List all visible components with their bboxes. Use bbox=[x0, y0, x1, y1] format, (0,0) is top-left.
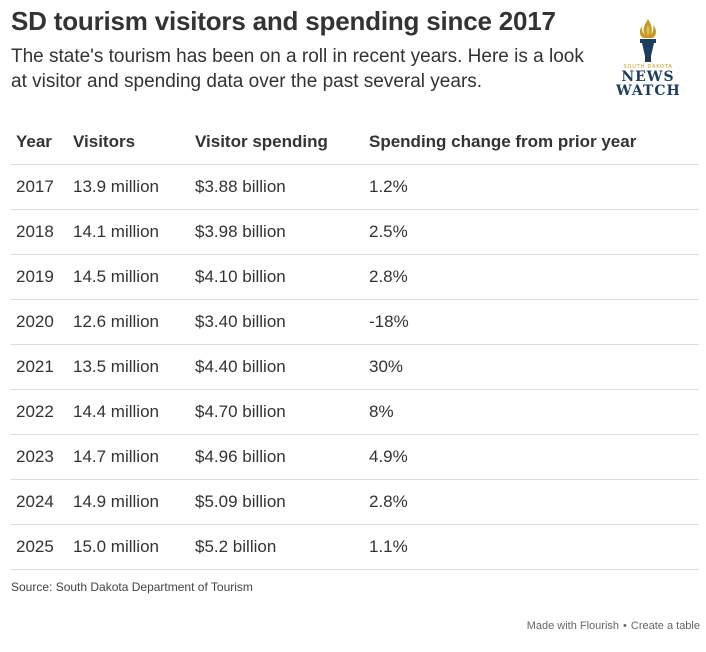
column-header-year[interactable]: Year bbox=[11, 119, 68, 165]
cell-spending-change: 1.1% bbox=[364, 524, 699, 570]
logo-state-text: SOUTH DAKOTA bbox=[623, 64, 673, 70]
cell-visitors: 12.6 million bbox=[68, 299, 190, 345]
torch-icon bbox=[639, 19, 656, 62]
cell-year: 2024 bbox=[11, 479, 68, 525]
cell-visitor-spending: $3.40 billion bbox=[190, 299, 364, 345]
footer-separator: • bbox=[623, 620, 627, 632]
column-header-visitor-spending[interactable]: Visitor spending bbox=[190, 119, 364, 165]
cell-visitors: 15.0 million bbox=[68, 524, 190, 570]
logo-watch-text: WATCH bbox=[616, 83, 681, 99]
news-watch-logo: SOUTH DAKOTA NEWS WATCH bbox=[616, 16, 680, 98]
made-with-flourish-link[interactable]: Made with Flourish bbox=[526, 620, 620, 632]
cell-year: 2017 bbox=[11, 164, 68, 210]
cell-spending-change: 2.5% bbox=[364, 209, 699, 255]
cell-year: 2023 bbox=[11, 434, 68, 480]
cell-visitors: 14.5 million bbox=[68, 254, 190, 300]
cell-visitor-spending: $4.96 billion bbox=[190, 434, 364, 480]
cell-visitor-spending: $4.70 billion bbox=[190, 389, 364, 435]
cell-visitor-spending: $3.88 billion bbox=[190, 164, 364, 210]
column-header-visitors[interactable]: Visitors bbox=[68, 119, 190, 165]
chart-subtitle: The state's tourism has been on a roll i… bbox=[11, 46, 584, 92]
cell-visitors: 14.4 million bbox=[68, 389, 190, 435]
column-header-spending-change[interactable]: Spending change from prior year bbox=[364, 119, 699, 165]
cell-visitor-spending: $3.98 billion bbox=[190, 209, 364, 255]
table-row: 2022 14.4 million $4.70 billion 8% bbox=[11, 389, 699, 435]
logo-news-text: NEWS bbox=[621, 69, 675, 85]
cell-year: 2020 bbox=[11, 299, 68, 345]
table-row: 2018 14.1 million $3.98 billion 2.5% bbox=[11, 209, 699, 255]
cell-spending-change: 2.8% bbox=[364, 479, 699, 525]
cell-visitor-spending: $5.2 billion bbox=[190, 524, 364, 570]
create-table-link[interactable]: Create a table bbox=[630, 620, 700, 632]
cell-year: 2021 bbox=[11, 344, 68, 390]
cell-year: 2019 bbox=[11, 254, 68, 300]
table-row: 2023 14.7 million $4.96 billion 4.9% bbox=[11, 434, 699, 480]
cell-visitor-spending: $4.10 billion bbox=[190, 254, 364, 300]
tourism-table: Year Visitors Visitor spending Spending … bbox=[11, 119, 699, 570]
cell-visitors: 13.9 million bbox=[68, 164, 190, 210]
cell-spending-change: 2.8% bbox=[364, 254, 699, 300]
cell-visitors: 14.7 million bbox=[68, 434, 190, 480]
cell-spending-change: 30% bbox=[364, 344, 699, 390]
table-row: 2020 12.6 million $3.40 billion -18% bbox=[11, 299, 699, 345]
cell-spending-change: 8% bbox=[364, 389, 699, 435]
table-row: 2025 15.0 million $5.2 billion 1.1% bbox=[11, 524, 699, 570]
table-row: 2017 13.9 million $3.88 billion 1.2% bbox=[11, 164, 699, 210]
table-row: 2019 14.5 million $4.10 billion 2.8% bbox=[11, 254, 699, 300]
cell-visitors: 14.9 million bbox=[68, 479, 190, 525]
cell-spending-change: 4.9% bbox=[364, 434, 699, 480]
source-note: Source: South Dakota Department of Touri… bbox=[11, 580, 253, 594]
cell-visitors: 13.5 million bbox=[68, 344, 190, 390]
cell-visitor-spending: $5.09 billion bbox=[190, 479, 364, 525]
cell-year: 2018 bbox=[11, 209, 68, 255]
table-row: 2021 13.5 million $4.40 billion 30% bbox=[11, 344, 699, 390]
cell-year: 2025 bbox=[11, 524, 68, 570]
flourish-footer: Made with Flourish • Create a table bbox=[527, 620, 700, 632]
table-row: 2024 14.9 million $5.09 billion 2.8% bbox=[11, 479, 699, 525]
chart-title: SD tourism visitors and spending since 2… bbox=[11, 6, 556, 36]
cell-year: 2022 bbox=[11, 389, 68, 435]
cell-visitors: 14.1 million bbox=[68, 209, 190, 255]
table-header-row: Year Visitors Visitor spending Spending … bbox=[11, 119, 699, 165]
cell-spending-change: -18% bbox=[364, 299, 699, 345]
cell-spending-change: 1.2% bbox=[364, 164, 699, 210]
cell-visitor-spending: $4.40 billion bbox=[190, 344, 364, 390]
